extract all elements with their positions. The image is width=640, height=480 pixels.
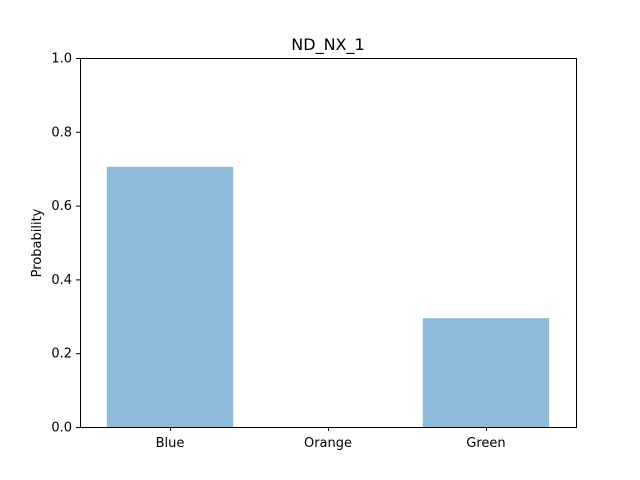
y-tick-label: 0.4	[51, 273, 72, 288]
bar-blue	[106, 166, 234, 428]
y-tick-label: 0.6	[51, 199, 72, 214]
y-tick-label: 0.2	[51, 347, 72, 362]
x-axis-ticks: Blue Orange Green	[156, 427, 506, 451]
y-tick-label: 1.0	[51, 52, 72, 67]
x-tick-label-green: Green	[466, 436, 505, 451]
x-tick-label-orange: Orange	[304, 436, 352, 451]
x-tick-label-blue: Blue	[156, 436, 185, 451]
plot-frame	[80, 58, 577, 428]
bars-group	[106, 166, 550, 428]
y-tick-label: 0.0	[51, 421, 72, 436]
bar-green	[422, 318, 550, 427]
chart-title: ND_NX_1	[291, 35, 364, 55]
y-axis-ticks: 0.0 0.2 0.4 0.6 0.8 1.0	[51, 52, 80, 436]
y-axis-label: Probability	[30, 208, 45, 277]
y-tick-label: 0.8	[51, 125, 72, 140]
